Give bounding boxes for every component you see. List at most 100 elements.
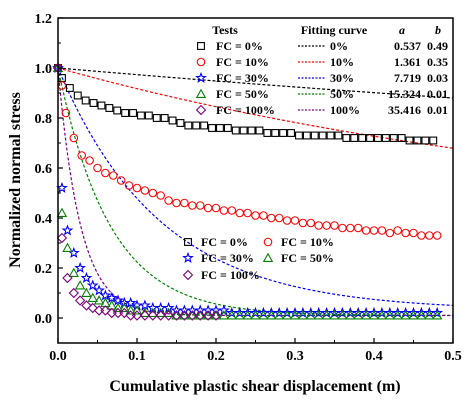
data-point: [81, 300, 92, 311]
legend-header-tests: Tests: [212, 23, 238, 37]
data-point: [381, 134, 390, 142]
data-point: [346, 223, 355, 233]
data-point: [313, 310, 324, 320]
legend-b-value: 0.01: [427, 87, 448, 101]
y-axis-label: Normalized normal stress: [7, 92, 24, 268]
data-point: [393, 226, 402, 235]
data-point: [168, 116, 177, 125]
data-point: [97, 101, 106, 110]
data-point: [366, 134, 374, 142]
x-axis-label: Cumulative plastic shear displacement (m…: [109, 378, 400, 395]
data-point: [148, 188, 158, 198]
data-point: [358, 134, 367, 142]
data-point: [208, 124, 216, 132]
data-point: [105, 104, 114, 112]
data-point: [116, 176, 126, 185]
data-point: [73, 91, 82, 100]
data-point: [314, 221, 323, 230]
data-point: [61, 224, 74, 236]
data-point: [179, 310, 190, 321]
x-tick-label: 0.4: [365, 349, 383, 364]
data-point: [202, 310, 214, 321]
data-point: [400, 310, 411, 320]
legend-a-value: 15.324: [388, 87, 421, 101]
data-point: [377, 226, 387, 235]
data-point: [186, 304, 199, 316]
data-point: [239, 126, 248, 135]
data-point: [397, 134, 406, 142]
data-point: [425, 231, 434, 240]
data-point: [105, 291, 118, 303]
legend-marker: [195, 104, 207, 116]
data-point: [338, 223, 347, 233]
data-point: [144, 111, 153, 120]
data-point: [251, 211, 260, 220]
data-point: [305, 310, 316, 320]
data-point: [384, 310, 395, 320]
data-point: [202, 304, 214, 316]
x-tick-label: 0.1: [128, 349, 146, 364]
data-point: [353, 310, 364, 320]
data-point: [101, 168, 110, 178]
data-point: [93, 163, 102, 173]
data-point: [100, 305, 111, 316]
data-point: [211, 203, 221, 213]
legend-a-value: 35.416: [388, 103, 421, 117]
data-point: [274, 213, 284, 223]
data-point: [61, 108, 71, 118]
legend-b-value: 0.03: [427, 71, 448, 85]
legend-marker: [195, 71, 207, 83]
legend-marker: [263, 237, 273, 247]
data-point: [279, 129, 288, 137]
x-tick-label: 0.2: [207, 349, 225, 364]
data-point: [81, 96, 90, 105]
legend-series-name: FC = 30%: [201, 251, 254, 265]
legend-series-name: FC = 10%: [281, 235, 334, 249]
legend-header-a: a: [399, 23, 405, 37]
data-point: [86, 279, 99, 291]
data-point: [266, 310, 277, 320]
data-point: [297, 310, 309, 320]
data-point: [56, 207, 68, 217]
data-point: [87, 302, 98, 314]
data-point: [113, 106, 122, 115]
data-point: [112, 294, 124, 306]
data-point: [312, 306, 325, 318]
data-point: [243, 208, 252, 218]
data-point: [223, 124, 232, 132]
data-point: [162, 301, 175, 313]
legend-b-value: 0.35: [427, 55, 448, 69]
data-point: [306, 218, 316, 228]
data-point: [345, 310, 356, 320]
legend-marker: [197, 42, 205, 50]
data-point: [216, 124, 224, 132]
data-point: [424, 310, 435, 320]
data-point: [164, 196, 173, 205]
data-point: [329, 310, 340, 320]
data-point: [294, 131, 303, 140]
data-point: [337, 310, 348, 320]
data-point: [421, 136, 430, 145]
data-point: [56, 232, 68, 244]
data-point: [408, 310, 419, 320]
data-point: [139, 310, 151, 321]
data-point: [140, 186, 150, 195]
y-tick-label: 0.0: [35, 312, 53, 327]
data-point: [417, 231, 426, 240]
data-point: [235, 208, 244, 218]
data-point: [131, 310, 143, 321]
legend-b-value: 0.01: [427, 103, 448, 117]
data-point: [210, 310, 222, 321]
data-point: [65, 84, 74, 92]
data-point: [178, 304, 191, 316]
data-point: [219, 206, 229, 215]
data-point: [432, 310, 443, 320]
data-point: [81, 287, 92, 297]
legend-a-value: 1.361: [394, 55, 421, 69]
legend-header-fitting: Fitting curve: [301, 23, 368, 37]
data-point: [77, 151, 86, 160]
data-point: [389, 134, 398, 142]
data-point: [195, 201, 205, 210]
data-point: [69, 133, 79, 143]
data-point: [93, 284, 105, 296]
